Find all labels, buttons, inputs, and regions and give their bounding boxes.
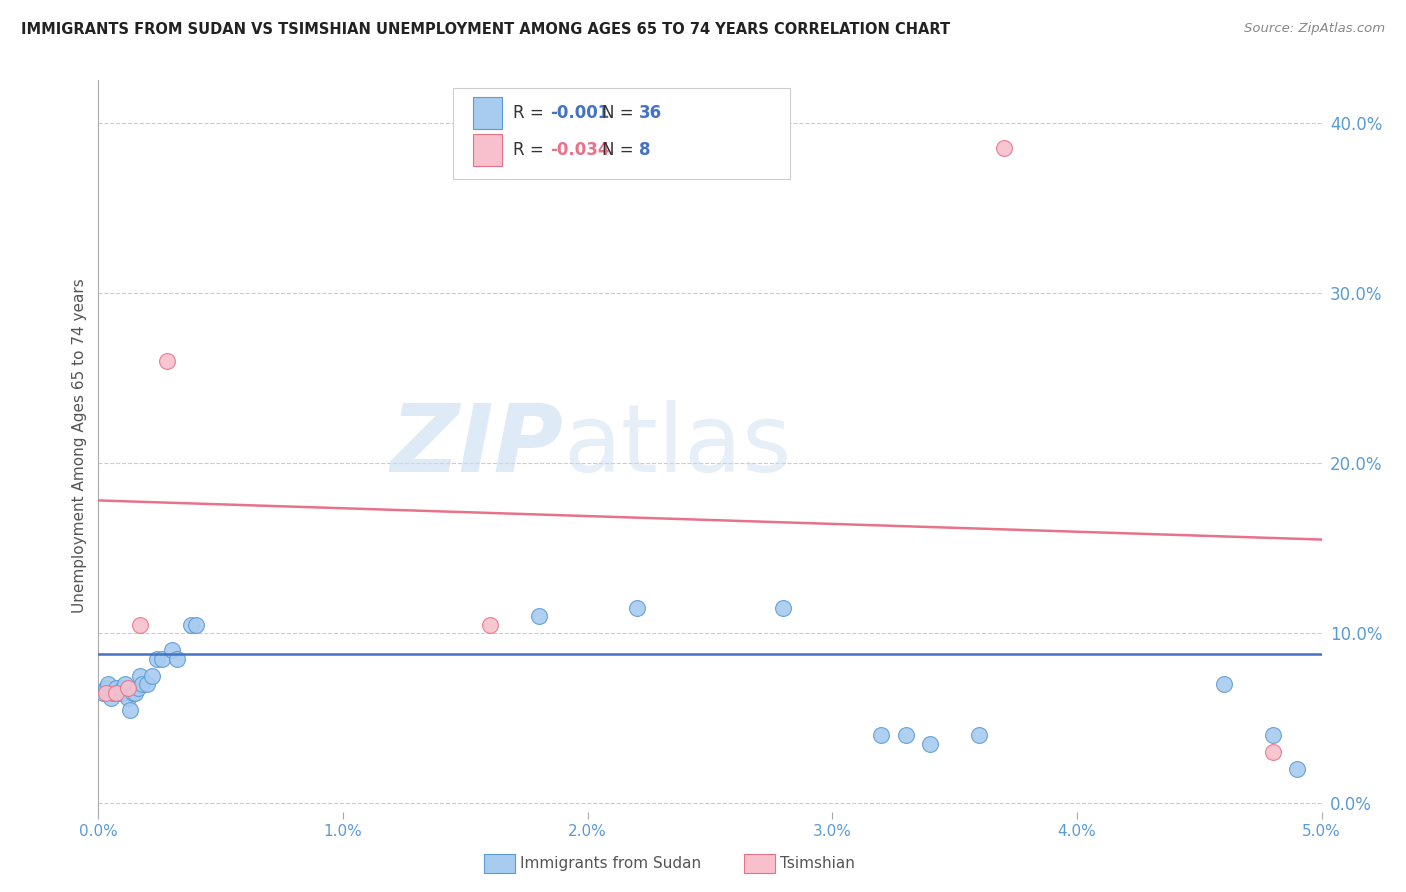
Point — [100, 690, 122, 705]
Text: -0.001: -0.001 — [550, 104, 609, 122]
FancyBboxPatch shape — [453, 87, 790, 179]
Point — [1212, 677, 1234, 691]
Text: IMMIGRANTS FROM SUDAN VS TSIMSHIAN UNEMPLOYMENT AMONG AGES 65 TO 74 YEARS CORREL: IMMIGRANTS FROM SUDAN VS TSIMSHIAN UNEMP… — [21, 22, 950, 37]
Point — [117, 681, 139, 695]
Text: R =: R = — [513, 141, 550, 159]
Point — [478, 617, 501, 632]
Point — [110, 686, 132, 700]
Point — [150, 651, 173, 665]
Point — [136, 677, 159, 691]
Point — [104, 686, 127, 700]
Y-axis label: Unemployment Among Ages 65 to 74 years: Unemployment Among Ages 65 to 74 years — [72, 278, 87, 614]
Text: N =: N = — [602, 141, 640, 159]
Point — [120, 703, 142, 717]
Text: Tsimshian: Tsimshian — [780, 856, 855, 871]
Point — [920, 737, 942, 751]
Text: ZIP: ZIP — [391, 400, 564, 492]
Point — [180, 617, 202, 632]
Text: atlas: atlas — [564, 400, 792, 492]
Point — [146, 651, 169, 665]
Point — [156, 354, 179, 368]
Point — [894, 728, 917, 742]
Text: Source: ZipAtlas.com: Source: ZipAtlas.com — [1244, 22, 1385, 36]
Point — [626, 600, 648, 615]
Point — [1261, 728, 1284, 742]
Point — [94, 686, 117, 700]
Point — [114, 677, 136, 691]
Point — [129, 617, 152, 632]
Point — [141, 668, 163, 682]
Point — [107, 686, 129, 700]
Point — [870, 728, 893, 742]
Text: 36: 36 — [640, 104, 662, 122]
Point — [129, 668, 152, 682]
Point — [131, 677, 153, 691]
Point — [117, 690, 139, 705]
Point — [160, 643, 183, 657]
Point — [111, 681, 134, 695]
Point — [121, 686, 143, 700]
Point — [967, 728, 990, 742]
Text: R =: R = — [513, 104, 550, 122]
Text: Immigrants from Sudan: Immigrants from Sudan — [520, 856, 702, 871]
Point — [94, 681, 117, 695]
Point — [97, 677, 120, 691]
Point — [993, 141, 1015, 155]
Point — [101, 686, 124, 700]
Text: N =: N = — [602, 104, 640, 122]
Point — [104, 681, 127, 695]
Point — [772, 600, 794, 615]
Point — [527, 609, 550, 624]
Text: -0.034: -0.034 — [550, 141, 609, 159]
Point — [124, 686, 146, 700]
FancyBboxPatch shape — [472, 97, 502, 129]
Point — [186, 617, 208, 632]
Text: 8: 8 — [640, 141, 651, 159]
Point — [166, 651, 188, 665]
Point — [91, 686, 114, 700]
Point — [1261, 745, 1284, 759]
FancyBboxPatch shape — [472, 134, 502, 166]
Point — [127, 681, 149, 695]
Point — [1286, 762, 1309, 776]
Point — [111, 686, 134, 700]
